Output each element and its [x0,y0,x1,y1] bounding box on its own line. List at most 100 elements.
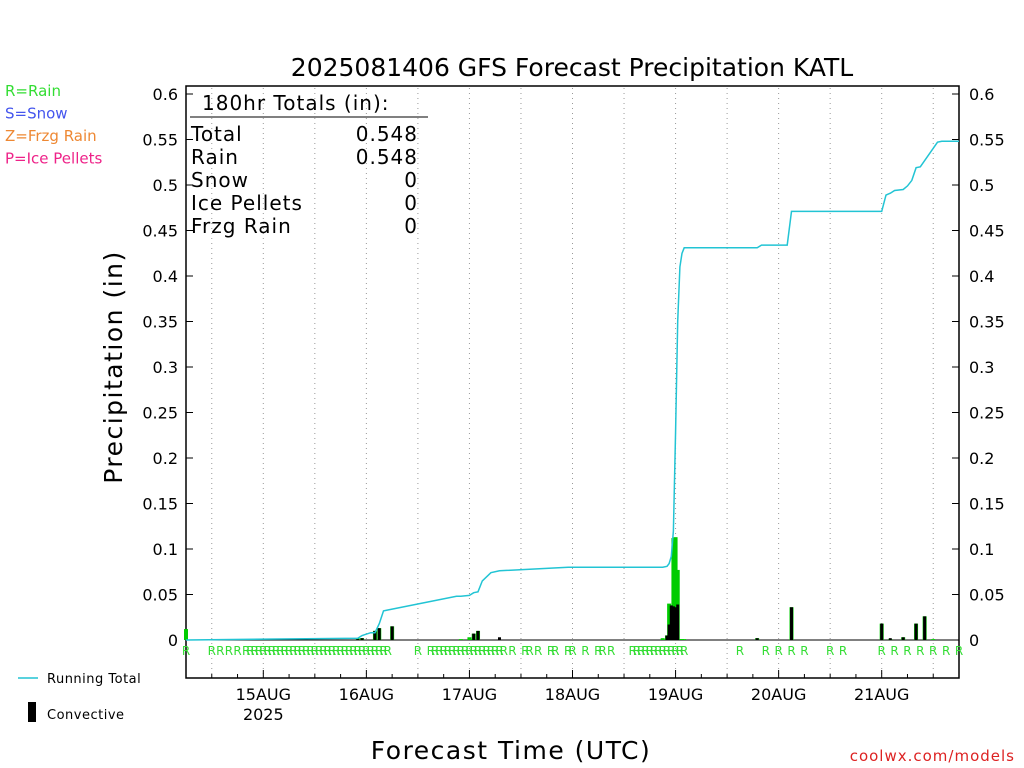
rain-marker: R [521,644,529,658]
rain-marker: R [680,644,688,658]
rain-marker: R [255,644,263,658]
rain-marker: R [233,644,241,658]
y-tick-label-right: 0.15 [969,495,1005,514]
y-tick-label-left: 0.4 [153,267,178,286]
rain-marker: R [427,644,435,658]
ptype-legend-item: P=Ice Pellets [5,150,102,168]
rain-marker: R [929,644,937,658]
rain-marker: R [839,644,847,658]
running-total-line [185,140,959,641]
y-tick-label-right: 0.5 [969,176,994,195]
rain-marker: R [495,644,503,658]
convective-bar [755,638,759,640]
rain-marker: R [324,644,332,658]
x-tick-label: 21AUG [854,685,909,704]
rain-marker: R [431,644,439,658]
totals-box: 180hr Totals (in): Total 0.548 Rain 0.548 Sn… [190,91,428,238]
x-tick-label: 18AUG [545,685,600,704]
rain-marker: R [268,644,276,658]
precip-bar [677,639,682,640]
ptype-legend-item: R=Rain [5,82,61,100]
y-tick-label-left: 0.15 [142,495,178,514]
convective-bar [497,637,501,640]
rain-marker: R [242,644,250,658]
convective-bar [923,616,927,640]
y-tick-label-right: 0.45 [969,222,1005,241]
rain-marker: R [800,644,808,658]
rain-marker: R [246,644,254,658]
rain-marker: R [628,644,636,658]
rain-marker: R [208,644,216,658]
rain-marker: R [354,644,362,658]
rain-marker: R [826,644,834,658]
totals-row-label: Ice Pellets [191,191,303,215]
rain-marker: R [646,644,654,658]
rain-marker: R [306,644,314,658]
rain-marker: R [289,644,297,658]
convective-bar [390,626,394,640]
rain-marker: R [594,644,602,658]
precip-bar [680,639,685,640]
y-tick-label-right: 0.35 [969,313,1005,332]
rain-marker: R [955,644,963,658]
precip-bar [673,537,678,640]
precip-bar [469,639,474,640]
gridlines [211,88,934,678]
y-tick-label-left: 0.3 [153,358,178,377]
convective-legend-label: Convective [47,708,125,723]
rain-marker: R [916,644,924,658]
bottom-legend: Running Total Convective [18,672,141,723]
totals-row-label: Rain [191,145,239,169]
y-tick-label-right: 0.05 [969,586,1005,605]
ptype-legend: R=Rain S=Snow Z=Frzg Rain P=Ice Pellets [5,82,102,168]
rain-marker: R [478,644,486,658]
rain-marker: R [414,644,422,658]
rain-marker: R [878,644,886,658]
precip-bar [660,638,665,640]
totals-row-value: 0.548 [356,122,418,146]
rain-marker: R [482,644,490,658]
rain-marker: R [285,644,293,658]
precip-bar [931,639,936,640]
rain-marker: R [461,644,469,658]
rain-marker: R [508,644,516,658]
rain-marker: R [366,644,374,658]
rain-marker: R [551,644,559,658]
convective-bar [674,607,678,640]
rain-marker: R [371,644,379,658]
rain-marker: R [302,644,310,658]
precip-bar [667,603,672,640]
rain-marker: R [457,644,465,658]
rain-marker: R [328,644,336,658]
totals-row-label: Frzg Rain [191,214,292,238]
x-tick-sublabel: 2025 [243,705,284,724]
y-tick-label-left: 0.45 [142,222,178,241]
y-tick-label-left: 0.1 [153,540,178,559]
y-axis-label: Precipitation (in) [99,250,128,484]
rain-marker: R [942,644,950,658]
rain-marker: R [598,644,606,658]
rain-marker: R [474,644,482,658]
rain-marker: R [358,644,366,658]
convective-bar [373,630,377,640]
rain-marker: R [890,644,898,658]
rain-marker: R [607,644,615,658]
convective-bar [476,630,480,640]
rain-marker: R [663,644,671,658]
rain-marker: R [667,644,675,658]
x-axis-label: Forecast Time (UTC) [371,736,651,765]
y-axis-left: 0 0.05 0.1 0.15 0.2 0.25 0.3 0.35 0.4 0.45 0.5 0.55… [142,85,193,650]
plot-frame [185,85,960,679]
rain-marker: R [293,644,301,658]
convective-bars [356,604,927,640]
rain-marker: R [452,644,460,658]
rain-marker: R [491,644,499,658]
rain-marker: R [259,644,267,658]
rain-marker: R [311,644,319,658]
convective-bar [901,637,905,640]
rain-marker: R [439,644,447,658]
credit-text: coolwx.com/models [850,747,1015,765]
precip-bar [682,639,687,640]
